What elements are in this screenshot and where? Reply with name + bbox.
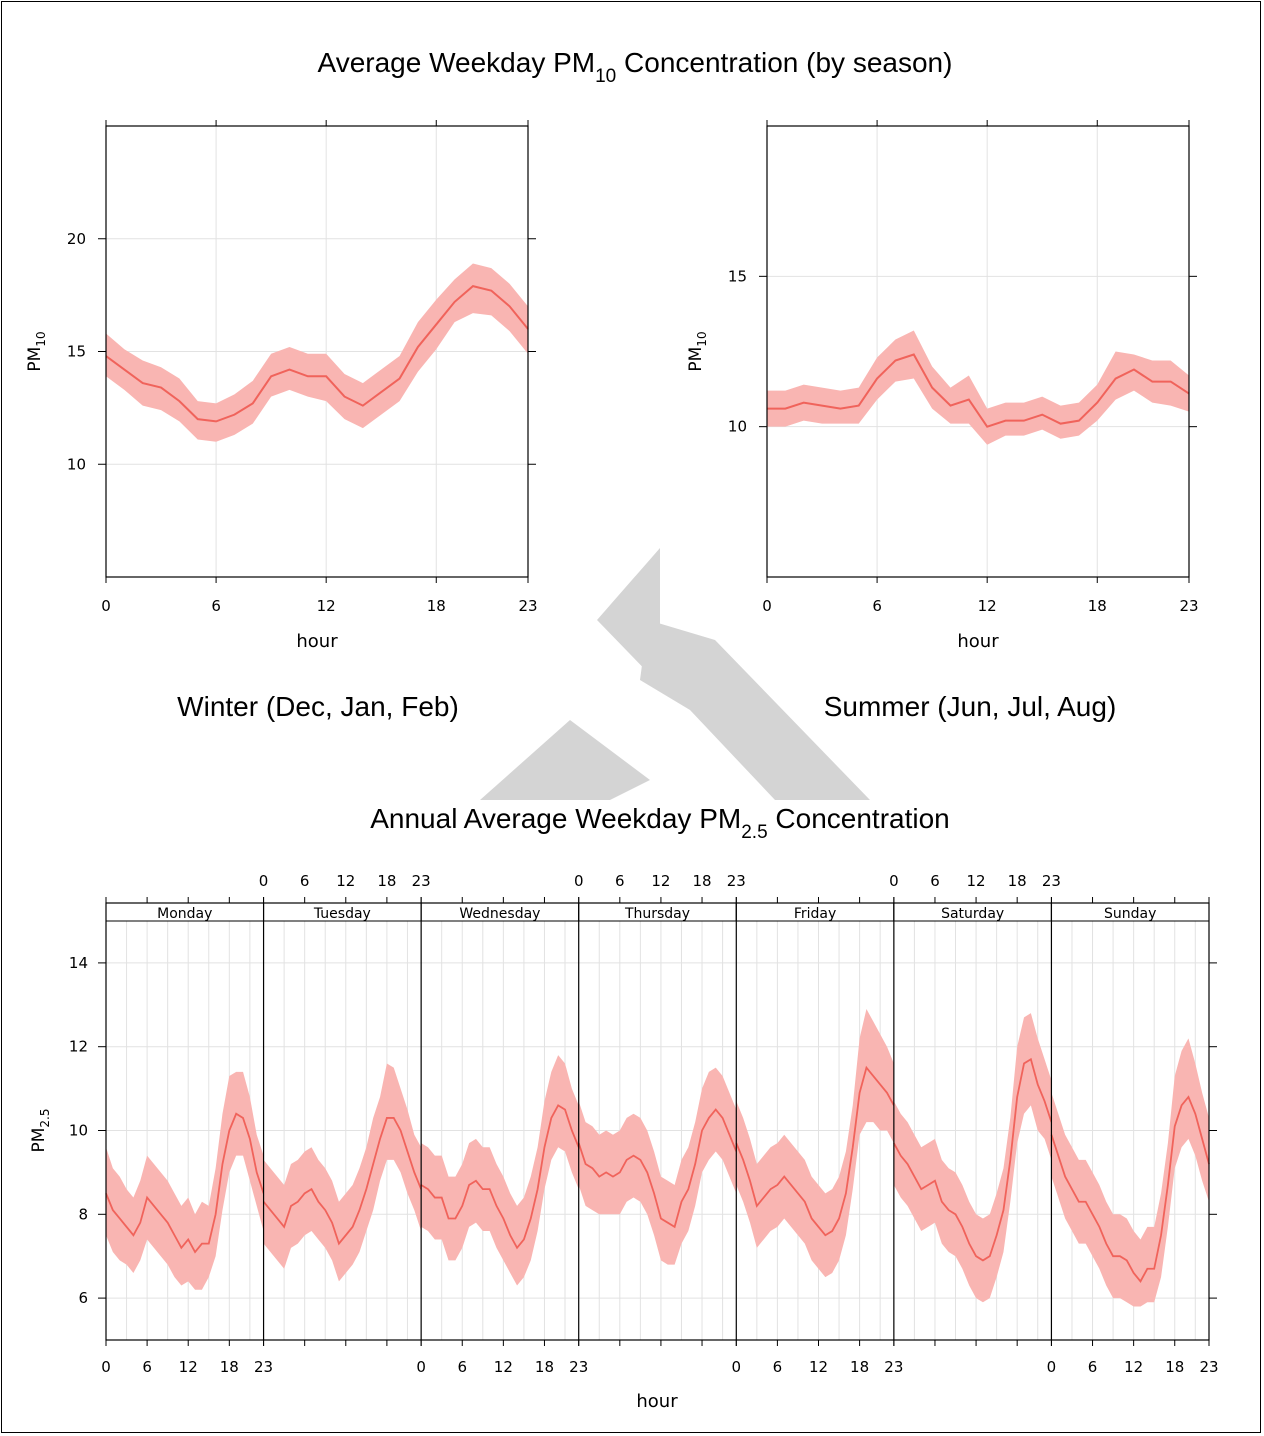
x-tick-label: 18 xyxy=(850,1358,869,1376)
plot-frame xyxy=(766,125,1190,578)
mean-line xyxy=(735,1065,895,1237)
x-tick-label: 23 xyxy=(412,872,431,890)
x-tick-label: 0 xyxy=(101,597,111,615)
x-tick-label: 12 xyxy=(336,872,355,890)
x-tick-label: 0 xyxy=(1047,1358,1057,1376)
x-tick-label: 0 xyxy=(416,1358,426,1376)
x-tick-label: 6 xyxy=(142,1358,152,1376)
mean-line xyxy=(420,1104,580,1250)
x-tick-label: 6 xyxy=(773,1358,783,1376)
x-tick-label: 12 xyxy=(809,1358,828,1376)
mean-line xyxy=(767,353,1190,428)
mean-line xyxy=(577,1108,738,1229)
strip-label: Friday xyxy=(794,906,836,922)
x-tick-label: 0 xyxy=(889,872,899,890)
y-tick-label: 12 xyxy=(69,1038,88,1056)
annual-chart: Monday 0 6 12 18 23 Tuesday 0 6 12 18 23 Wednesday 0 6… xyxy=(29,872,1219,1412)
y-tick-label: 8 xyxy=(78,1205,88,1223)
mean-line xyxy=(105,1112,265,1254)
plot-frame xyxy=(105,902,1210,1341)
x-tick-label: 0 xyxy=(101,1358,111,1376)
y-axis-label: PM2.5 xyxy=(29,1108,52,1152)
x-tick-label: 6 xyxy=(211,597,221,615)
x-tick-label: 18 xyxy=(535,1358,554,1376)
watermark-arrow-icon xyxy=(480,548,870,800)
x-tick-label: 23 xyxy=(1042,872,1061,890)
x-tick-label: 6 xyxy=(1088,1358,1098,1376)
x-tick-label: 18 xyxy=(427,597,446,615)
x-axis-label: hour xyxy=(957,631,999,652)
y-axis-label: PM10 xyxy=(25,331,48,371)
confidence-band xyxy=(106,263,528,442)
x-tick-label: 12 xyxy=(978,597,997,615)
confidence-band xyxy=(767,330,1189,445)
y-tick-label: 10 xyxy=(69,1122,88,1140)
confidence-band xyxy=(421,1055,579,1286)
x-tick-label: 6 xyxy=(615,872,625,890)
strip-label: Wednesday xyxy=(459,906,540,922)
y-tick-label: 6 xyxy=(78,1289,88,1307)
confidence-band xyxy=(578,1067,737,1265)
x-tick-label: 0 xyxy=(574,872,584,890)
y-tick-label: 15 xyxy=(67,343,86,361)
summer-chart: 0 6 12 18 23 10 15 hour PM10 xyxy=(686,120,1199,652)
x-tick-label: 23 xyxy=(254,1358,273,1376)
y-tick-label: 14 xyxy=(69,954,88,972)
x-tick-label: 23 xyxy=(884,1358,903,1376)
y-axis-label: PM10 xyxy=(686,331,709,371)
x-tick-label: 18 xyxy=(1088,597,1107,615)
x-tick-label: 23 xyxy=(1179,597,1198,615)
strip-label: Thursday xyxy=(624,906,690,922)
x-axis-label: hour xyxy=(636,1391,678,1412)
x-axis-label: hour xyxy=(296,631,338,652)
x-tick-label: 23 xyxy=(1199,1358,1218,1376)
x-tick-label: 18 xyxy=(692,872,711,890)
x-tick-label: 0 xyxy=(762,597,772,615)
x-tick-label: 18 xyxy=(220,1358,239,1376)
x-tick-label: 23 xyxy=(727,872,746,890)
confidence-band xyxy=(893,1013,1052,1303)
strip-label: Sunday xyxy=(1104,906,1156,922)
x-tick-label: 12 xyxy=(179,1358,198,1376)
strip-label: Monday xyxy=(157,906,212,922)
x-tick-label: 12 xyxy=(494,1358,513,1376)
x-tick-label: 18 xyxy=(377,872,396,890)
mean-line xyxy=(262,1117,422,1246)
strip-label: Tuesday xyxy=(313,906,371,922)
y-tick-label: 10 xyxy=(728,418,747,436)
top-title: Average Weekday PM10 Concentration (by s… xyxy=(318,47,953,87)
x-tick-label: 6 xyxy=(457,1358,467,1376)
x-tick-label: 12 xyxy=(651,872,670,890)
bottom-title: Annual Average Weekday PM2.5 Concentrati… xyxy=(370,803,950,843)
mean-line xyxy=(1050,1095,1210,1283)
winter-label: Winter (Dec, Jan, Feb) xyxy=(177,691,459,722)
x-tick-label: 6 xyxy=(300,872,310,890)
x-tick-label: 12 xyxy=(1124,1358,1143,1376)
x-tick-label: 6 xyxy=(872,597,882,615)
y-tick-label: 10 xyxy=(67,455,86,473)
x-tick-label: 0 xyxy=(259,872,269,890)
y-tick-label: 20 xyxy=(67,230,86,248)
y-tick-label: 15 xyxy=(728,267,747,285)
confidence-band xyxy=(736,1008,894,1278)
winter-chart: 0 6 12 18 23 10 15 20 hour PM10 xyxy=(25,120,538,652)
x-tick-label: 0 xyxy=(732,1358,742,1376)
summer-label: Summer (Jun, Jul, Aug) xyxy=(824,691,1117,722)
x-tick-label: 12 xyxy=(317,597,336,615)
confidence-band xyxy=(1051,1038,1209,1307)
x-tick-label: 23 xyxy=(569,1358,588,1376)
strip-label: Saturday xyxy=(941,906,1004,922)
confidence-band xyxy=(263,1063,422,1282)
confidence-band xyxy=(106,1071,264,1290)
x-tick-label: 23 xyxy=(518,597,537,615)
x-tick-label: 12 xyxy=(967,872,986,890)
mean-line xyxy=(105,285,529,423)
x-tick-label: 18 xyxy=(1008,872,1027,890)
x-tick-label: 18 xyxy=(1165,1358,1184,1376)
x-tick-label: 6 xyxy=(930,872,940,890)
mean-line xyxy=(893,1057,1053,1262)
